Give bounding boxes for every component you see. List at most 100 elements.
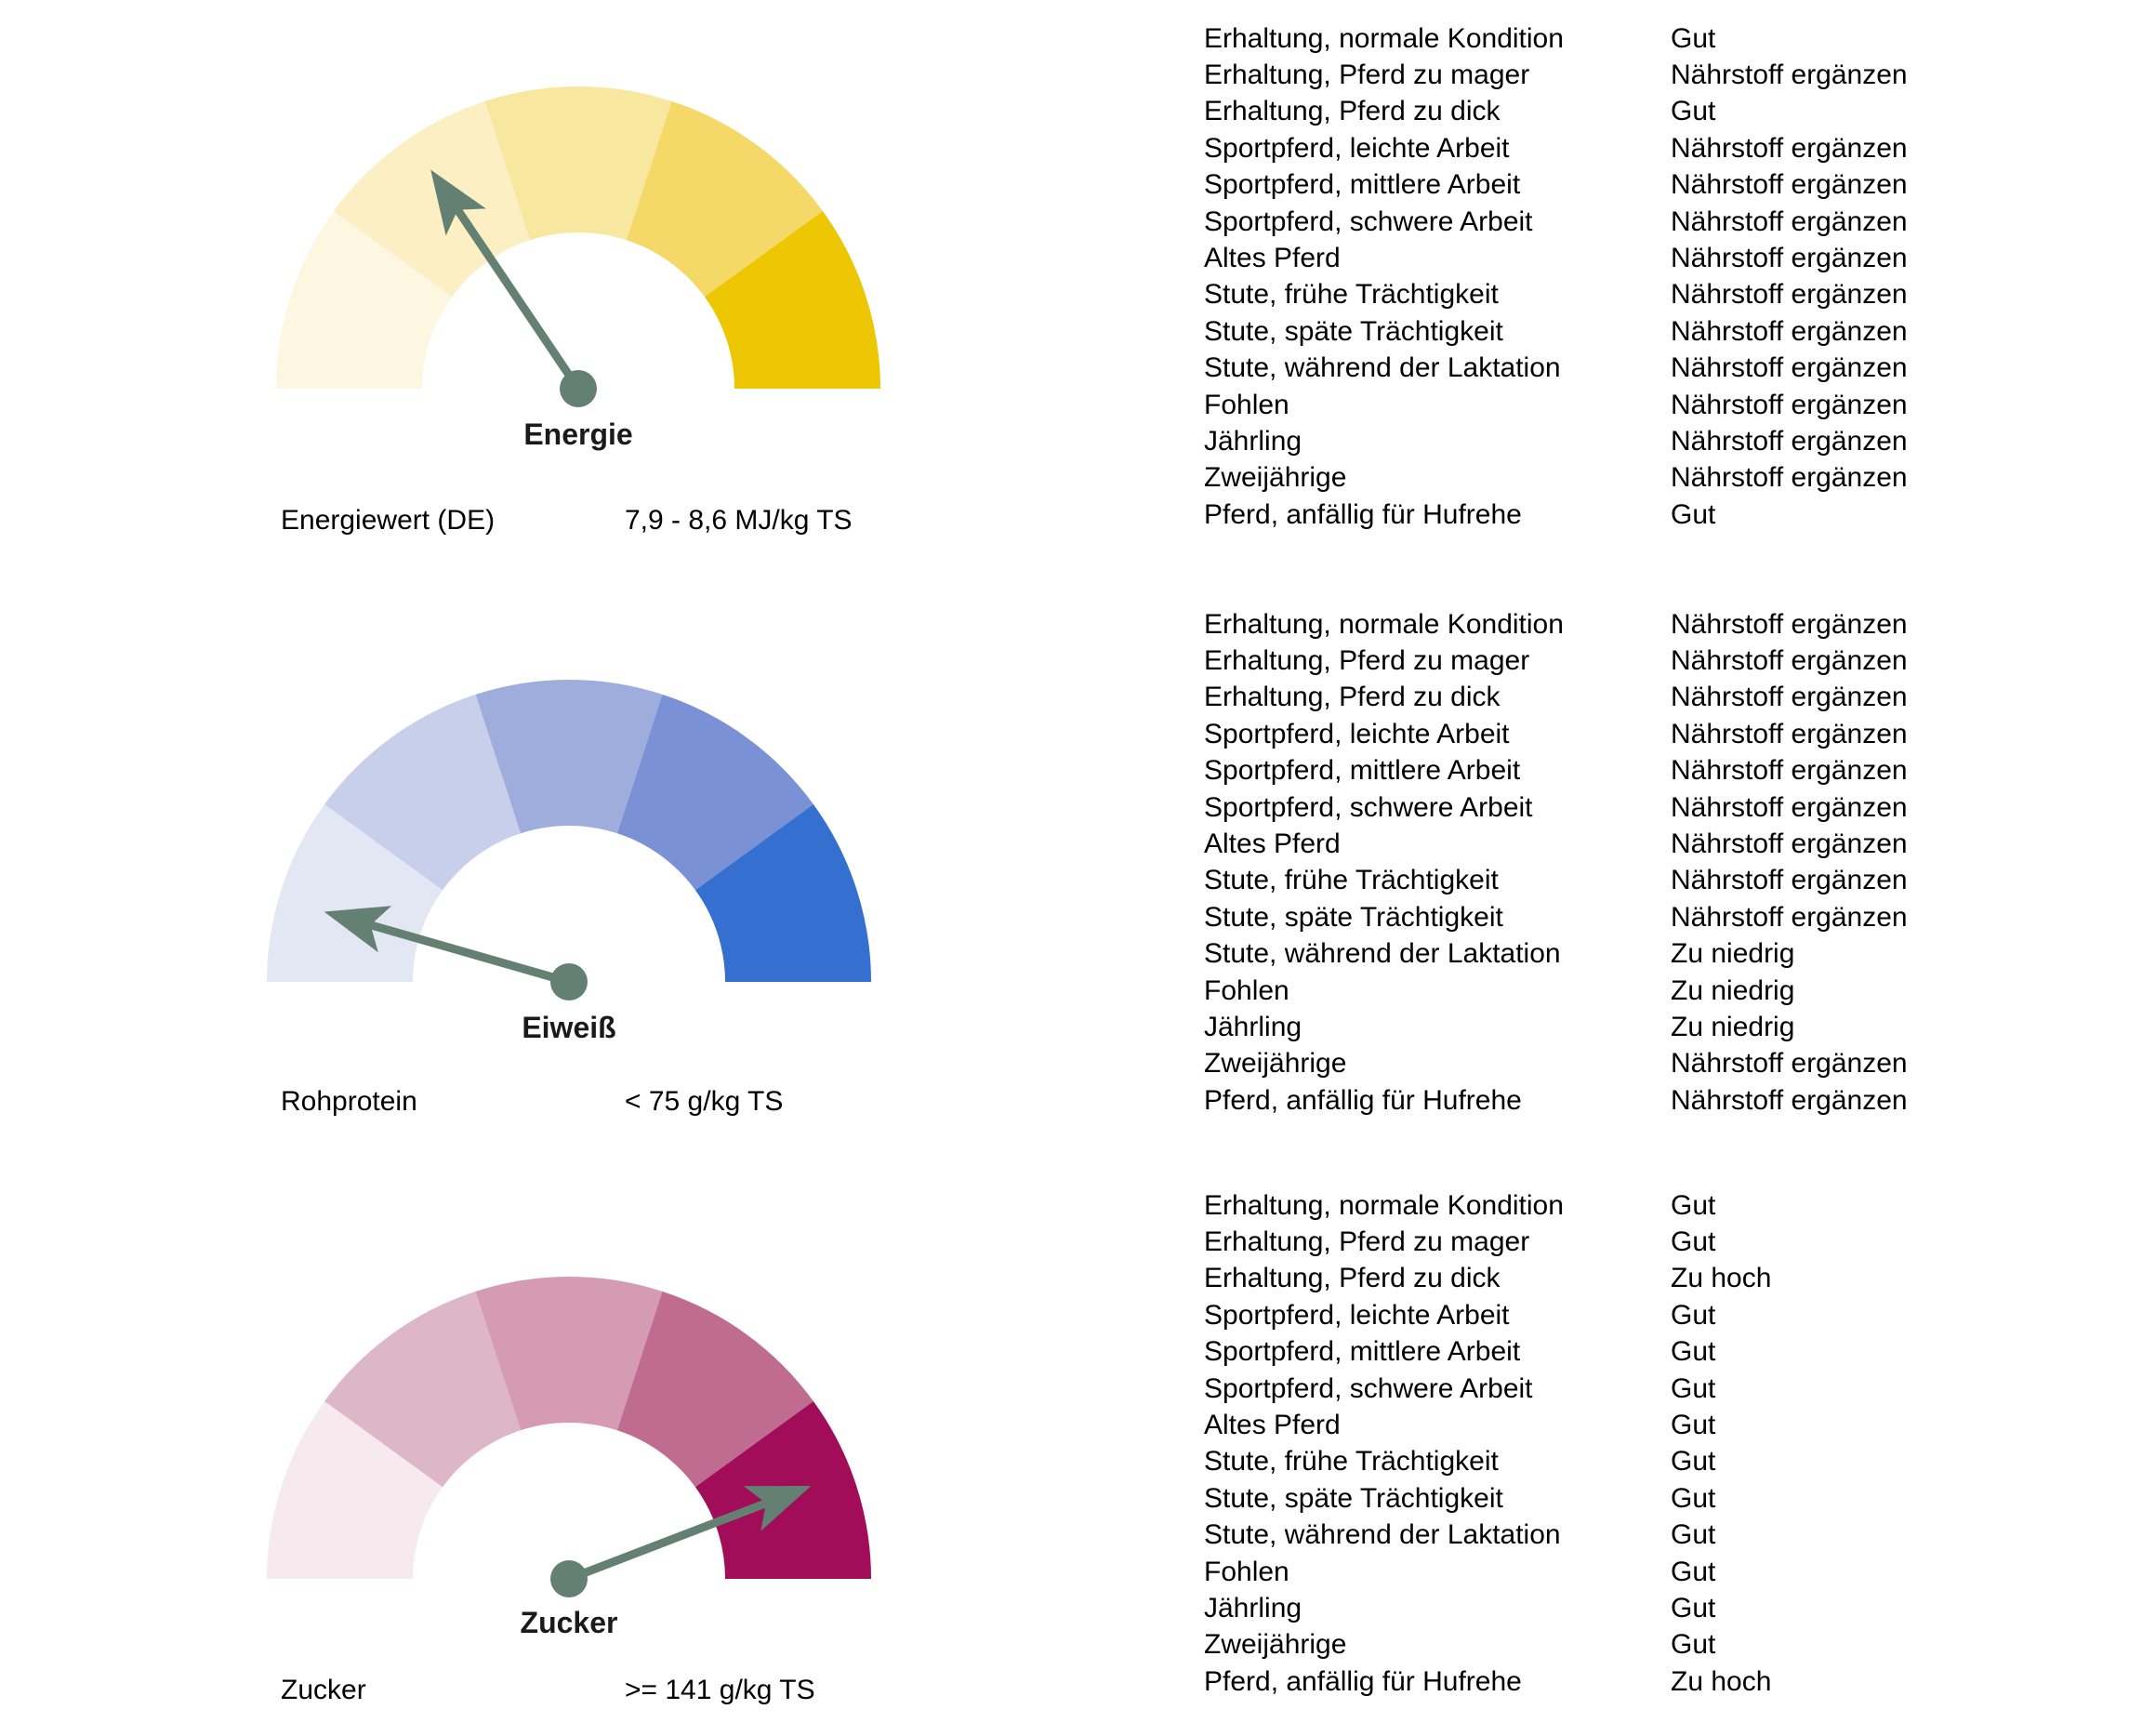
condition-cell: Fohlen (1204, 1556, 1289, 1587)
table-row: Erhaltung, Pferd zu dick Nährstoff ergänz… (1204, 680, 1976, 716)
condition-cell: Erhaltung, Pferd zu dick (1204, 96, 1501, 127)
eiweiss-metric-label: Rohprotein (281, 1086, 417, 1117)
table-row: Erhaltung, normale Kondition Gut (1204, 20, 1976, 57)
energie-gauge (276, 86, 880, 407)
table-row: Jährling Zu niedrig (1204, 1009, 1976, 1045)
rating-cell: Nährstoff ergänzen (1671, 462, 1908, 494)
table-row: Sportpferd, mittlere Arbeit Nährstoff erg… (1204, 167, 1976, 204)
table-row: Jährling Gut (1204, 1590, 1976, 1626)
table-row: Sportpferd, schwere Arbeit Gut (1204, 1371, 1976, 1407)
table-row: Pferd, anfällig für Hufrehe Nährstoff erg… (1204, 1082, 1976, 1119)
rating-cell: Nährstoff ergänzen (1671, 865, 1908, 896)
condition-cell: Fohlen (1204, 974, 1289, 1006)
energie-metric-value: 7,9 - 8,6 MJ/kg TS (625, 505, 853, 536)
table-row: Erhaltung, normale Kondition Nährstoff er… (1204, 606, 1976, 643)
rating-cell: Gut (1671, 1592, 1716, 1623)
condition-cell: Stute, späte Trächtigkeit (1204, 1482, 1503, 1514)
zucker-metric-value: >= 141 g/kg TS (625, 1675, 815, 1705)
table-row: Sportpferd, mittlere Arbeit Gut (1204, 1334, 1976, 1371)
zucker-assessment-table: Erhaltung, normale Kondition Gut Erhaltung… (1204, 1187, 1976, 1700)
gauge-segment-1 (276, 210, 453, 389)
table-row: Zweijährige Gut (1204, 1627, 1976, 1663)
condition-cell: Jährling (1204, 1592, 1302, 1623)
condition-cell: Jährling (1204, 1011, 1302, 1042)
rating-cell: Nährstoff ergänzen (1671, 791, 1908, 823)
rating-cell: Gut (1671, 1482, 1716, 1514)
table-row: Sportpferd, leichte Arbeit Gut (1204, 1297, 1976, 1333)
rating-cell: Nährstoff ergänzen (1671, 205, 1908, 237)
gauge-segment-1 (267, 803, 443, 982)
eiweiss-gauge (267, 680, 871, 1001)
rating-cell: Nährstoff ergänzen (1671, 169, 1908, 201)
condition-cell: Erhaltung, Pferd zu mager (1204, 1226, 1530, 1258)
table-row: Stute, späte Trächtigkeit Nährstoff ergän… (1204, 899, 1976, 935)
condition-cell: Erhaltung, normale Kondition (1204, 608, 1564, 640)
gauge-segment-2 (324, 694, 522, 891)
rating-cell: Gut (1671, 1446, 1716, 1478)
table-row: Fohlen Gut (1204, 1554, 1976, 1590)
eiweiss-assessment-table: Erhaltung, normale Kondition Nährstoff er… (1204, 606, 1976, 1119)
gauge-segment-2 (324, 1291, 522, 1488)
eiweiss-metric-value: < 75 g/kg TS (625, 1086, 784, 1117)
condition-cell: Pferd, anfällig für Hufrehe (1204, 1665, 1522, 1697)
energie-metric-label: Energiewert (DE) (281, 505, 496, 536)
condition-cell: Pferd, anfällig für Hufrehe (1204, 498, 1522, 530)
table-row: Stute, während der Laktation Zu niedrig (1204, 936, 1976, 973)
condition-cell: Stute, späte Trächtigkeit (1204, 901, 1503, 933)
zucker-gauge-title: Zucker (520, 1606, 618, 1639)
condition-cell: Zweijährige (1204, 1048, 1347, 1080)
condition-cell: Erhaltung, normale Kondition (1204, 1189, 1564, 1221)
table-row: Stute, späte Trächtigkeit Gut (1204, 1480, 1976, 1517)
table-row: Stute, während der Laktation Nährstoff er… (1204, 351, 1976, 387)
rating-cell: Nährstoff ergänzen (1671, 1048, 1908, 1080)
condition-cell: Erhaltung, normale Kondition (1204, 22, 1564, 54)
table-row: Sportpferd, leichte Arbeit Nährstoff ergä… (1204, 716, 1976, 752)
needle-shaft (454, 207, 582, 391)
zucker-gauge (267, 1277, 871, 1597)
rating-cell: Nährstoff ergänzen (1671, 132, 1908, 164)
rating-cell: Zu niedrig (1671, 974, 1795, 1006)
gauge-segment-3 (475, 680, 663, 834)
gauge-segment-4 (626, 100, 823, 298)
needle-hub (560, 370, 597, 407)
rating-cell: Nährstoff ergänzen (1671, 352, 1908, 384)
energie-assessment-table: Erhaltung, normale Kondition Gut Erhaltung… (1204, 20, 1976, 533)
condition-cell: Zweijährige (1204, 1629, 1347, 1661)
rating-cell: Gut (1671, 96, 1716, 127)
condition-cell: Sportpferd, leichte Arbeit (1204, 718, 1510, 749)
table-row: Jährling Nährstoff ergänzen (1204, 423, 1976, 459)
needle-shaft (369, 921, 571, 987)
condition-cell: Sportpferd, leichte Arbeit (1204, 1299, 1510, 1331)
rating-cell: Zu hoch (1671, 1263, 1772, 1294)
rating-cell: Nährstoff ergänzen (1671, 279, 1908, 311)
condition-cell: Stute, während der Laktation (1204, 352, 1561, 384)
rating-cell: Gut (1671, 498, 1716, 530)
condition-cell: Altes Pferd (1204, 1410, 1341, 1441)
rating-cell: Gut (1671, 1299, 1716, 1331)
table-row: Erhaltung, normale Kondition Gut (1204, 1187, 1976, 1224)
table-row: Erhaltung, Pferd zu mager Gut (1204, 1224, 1976, 1260)
table-row: Stute, während der Laktation Gut (1204, 1517, 1976, 1554)
condition-cell: Stute, während der Laktation (1204, 1519, 1561, 1551)
condition-cell: Altes Pferd (1204, 828, 1341, 860)
rating-cell: Zu hoch (1671, 1665, 1772, 1697)
rating-cell: Nährstoff ergänzen (1671, 243, 1908, 274)
table-row: Sportpferd, mittlere Arbeit Nährstoff erg… (1204, 753, 1976, 789)
condition-cell: Erhaltung, Pferd zu mager (1204, 60, 1530, 91)
gauge-segment-5 (694, 803, 871, 982)
rating-cell: Nährstoff ergänzen (1671, 828, 1908, 860)
table-row: Altes Pferd Nährstoff ergänzen (1204, 240, 1976, 276)
condition-cell: Erhaltung, Pferd zu mager (1204, 645, 1530, 677)
gauge-segment-3 (484, 86, 672, 241)
gauge-segment-5 (704, 210, 880, 389)
condition-cell: Sportpferd, schwere Arbeit (1204, 205, 1533, 237)
rating-cell: Nährstoff ergänzen (1671, 315, 1908, 347)
needle-arrowhead-icon (324, 906, 392, 953)
gauge-segment-3 (475, 1277, 663, 1431)
condition-cell: Jährling (1204, 425, 1302, 457)
rating-cell: Gut (1671, 1410, 1716, 1441)
rating-cell: Nährstoff ergänzen (1671, 389, 1908, 420)
condition-cell: Stute, späte Trächtigkeit (1204, 315, 1503, 347)
condition-cell: Stute, während der Laktation (1204, 938, 1561, 970)
